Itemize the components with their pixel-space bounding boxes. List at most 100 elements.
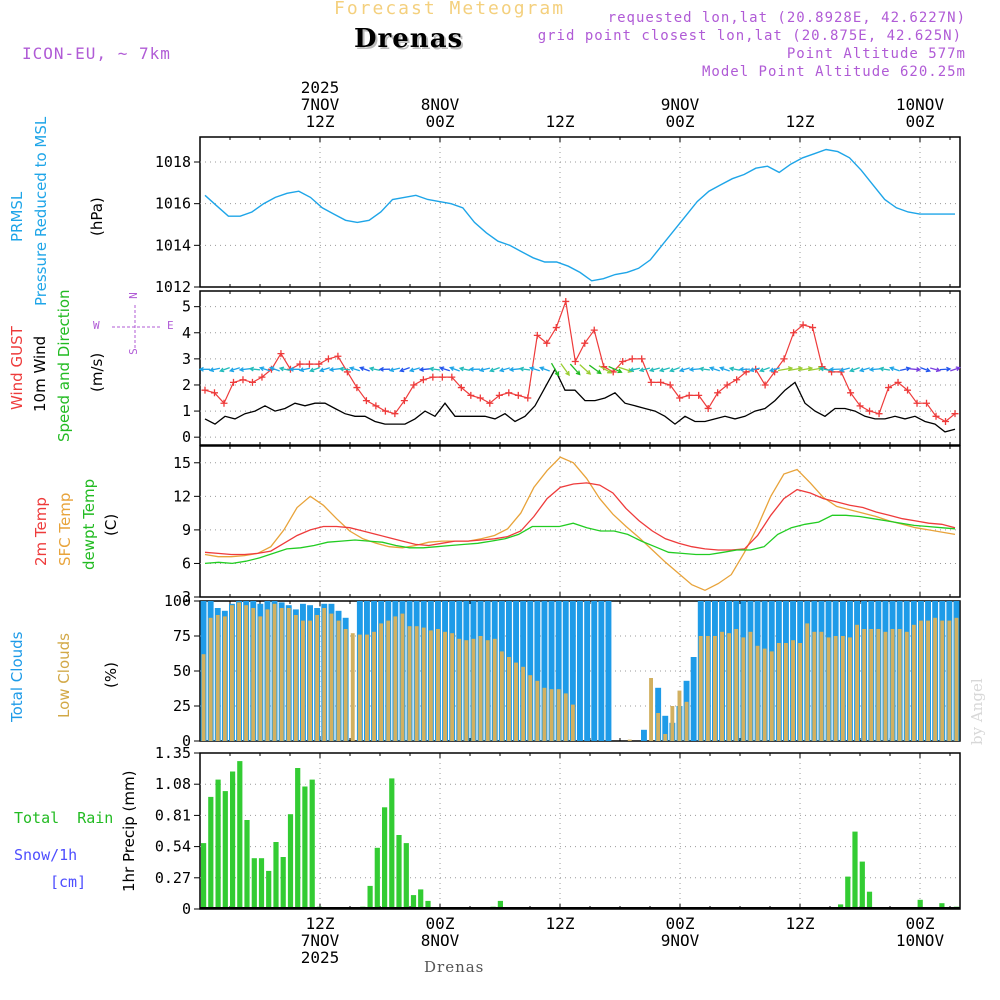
- time-label-bottom: 9NOV: [661, 931, 700, 950]
- series-line-prmsl: [204, 148, 955, 282]
- gust-point: [495, 391, 503, 399]
- precip-unit: 1hr Precip (mm): [120, 770, 138, 892]
- y-tick-label: 0: [182, 732, 191, 750]
- wind-arrow: [878, 366, 891, 372]
- pressure-unit: (hPa): [88, 197, 106, 236]
- low-cloud-bar: [301, 620, 305, 741]
- requested-coords: requested lon,lat (20.8928E, 42.6227N): [607, 10, 966, 26]
- time-label-top: 2025: [301, 78, 340, 97]
- gust-point: [695, 391, 703, 399]
- time-label-bottom: 00Z: [666, 914, 695, 933]
- low-cloud-bar: [443, 631, 447, 741]
- compass-e: E: [167, 319, 174, 332]
- credit: by Angel: [968, 678, 986, 745]
- time-label-top: 8NOV: [421, 95, 460, 114]
- wind-arrow: [688, 366, 701, 372]
- low-cloud-bar: [855, 624, 859, 741]
- gust-point: [410, 381, 418, 389]
- wind-arrow: [258, 366, 270, 372]
- precip-bar: [838, 904, 844, 909]
- low-cloud-bar: [507, 657, 511, 741]
- total-cloud-bar: [527, 601, 534, 741]
- low-cloud-bar: [762, 648, 767, 741]
- wind-arrow: [318, 367, 330, 373]
- y-tick-label: 1: [182, 402, 191, 420]
- total-cloud-bar: [562, 601, 569, 741]
- wind-arrow: [278, 366, 291, 372]
- low-cloud-bar: [535, 680, 540, 741]
- low-cloud-bar: [201, 654, 206, 741]
- gust-point: [201, 386, 209, 394]
- wind-gust-label: Wind GUST: [8, 326, 26, 410]
- y-tick-label: 5: [182, 298, 191, 316]
- clouds-unit: (%): [102, 662, 120, 688]
- wind-arrow: [458, 366, 471, 372]
- chart-title: Forecast Meteogram: [334, 0, 566, 19]
- low-cloud-bar: [450, 633, 455, 741]
- gust-point: [562, 297, 570, 305]
- gust-point: [923, 399, 931, 407]
- wind-arrow: [248, 366, 261, 372]
- low-cloud-bar: [663, 734, 668, 741]
- low-cloud-bar: [705, 636, 710, 741]
- compass-w: W: [93, 319, 100, 332]
- gust-point: [258, 373, 266, 381]
- precip-bar: [389, 778, 395, 909]
- low-cloud-bar: [784, 643, 788, 741]
- point-altitude: Point Altitude 577m: [786, 46, 966, 62]
- low-cloud-bar: [776, 643, 781, 741]
- total-cloud-bar: [591, 601, 598, 741]
- gust-point: [533, 331, 541, 339]
- gust-point: [676, 394, 684, 402]
- wind-arrow: [348, 366, 360, 372]
- temp-unit: (C): [102, 513, 120, 536]
- total-cloud-bar: [598, 601, 605, 741]
- precip-bar: [280, 857, 286, 909]
- low-cloud-bar: [954, 617, 959, 741]
- gust-point: [315, 360, 323, 368]
- gust-point: [809, 324, 817, 332]
- series-line-wind: [204, 367, 956, 433]
- low-cloud-bar: [542, 687, 547, 741]
- gust-point: [362, 397, 370, 405]
- gust-point: [847, 389, 855, 397]
- low-cloud-bar: [230, 605, 234, 741]
- model-altitude: Model Point Altitude 620.25m: [701, 64, 966, 80]
- gust-point: [951, 410, 959, 418]
- wind-arrow: [219, 366, 230, 373]
- low-cloud-bar: [293, 615, 298, 741]
- precip-bar: [208, 796, 214, 909]
- gust-point: [894, 378, 902, 386]
- gust-point: [628, 355, 636, 363]
- low-cloud-bar: [713, 636, 717, 741]
- y-tick-label: 12: [173, 487, 191, 505]
- wind-arrow: [569, 363, 581, 376]
- time-label-top: 12Z: [546, 112, 575, 131]
- low-cloud-bar: [308, 620, 312, 741]
- low-cloud-bar: [215, 615, 220, 741]
- y-tick-label: 0.54: [155, 838, 191, 856]
- wind-arrow: [588, 364, 602, 375]
- low-cloud-bar: [890, 629, 895, 741]
- low-cloud-bar: [521, 666, 526, 741]
- y-tick-label: 0.81: [155, 806, 191, 824]
- precip-bar: [497, 900, 503, 909]
- time-label-top: 00Z: [426, 112, 455, 131]
- wind-arrow: [598, 365, 613, 374]
- y-tick-label: 1018: [155, 153, 191, 171]
- low-cloud-bar: [869, 629, 874, 741]
- gust-point: [723, 381, 731, 389]
- low-cloud-bar: [919, 620, 923, 741]
- panel-frame-wind: [199, 290, 961, 446]
- pressure-label-desc: Pressure Reduced to MSL: [32, 116, 50, 306]
- precip-bar: [403, 843, 409, 909]
- wind-arrow: [628, 367, 641, 373]
- temp-sfc-label: SFC Temp: [56, 492, 74, 566]
- wind-arrow: [579, 364, 592, 375]
- wind-arrow: [608, 365, 623, 374]
- gust-point: [457, 384, 465, 392]
- low-cloud-bar: [244, 605, 249, 741]
- wind-arrow: [698, 366, 710, 372]
- low-cloud-bar: [826, 637, 831, 741]
- low-cloud-bar: [514, 662, 518, 741]
